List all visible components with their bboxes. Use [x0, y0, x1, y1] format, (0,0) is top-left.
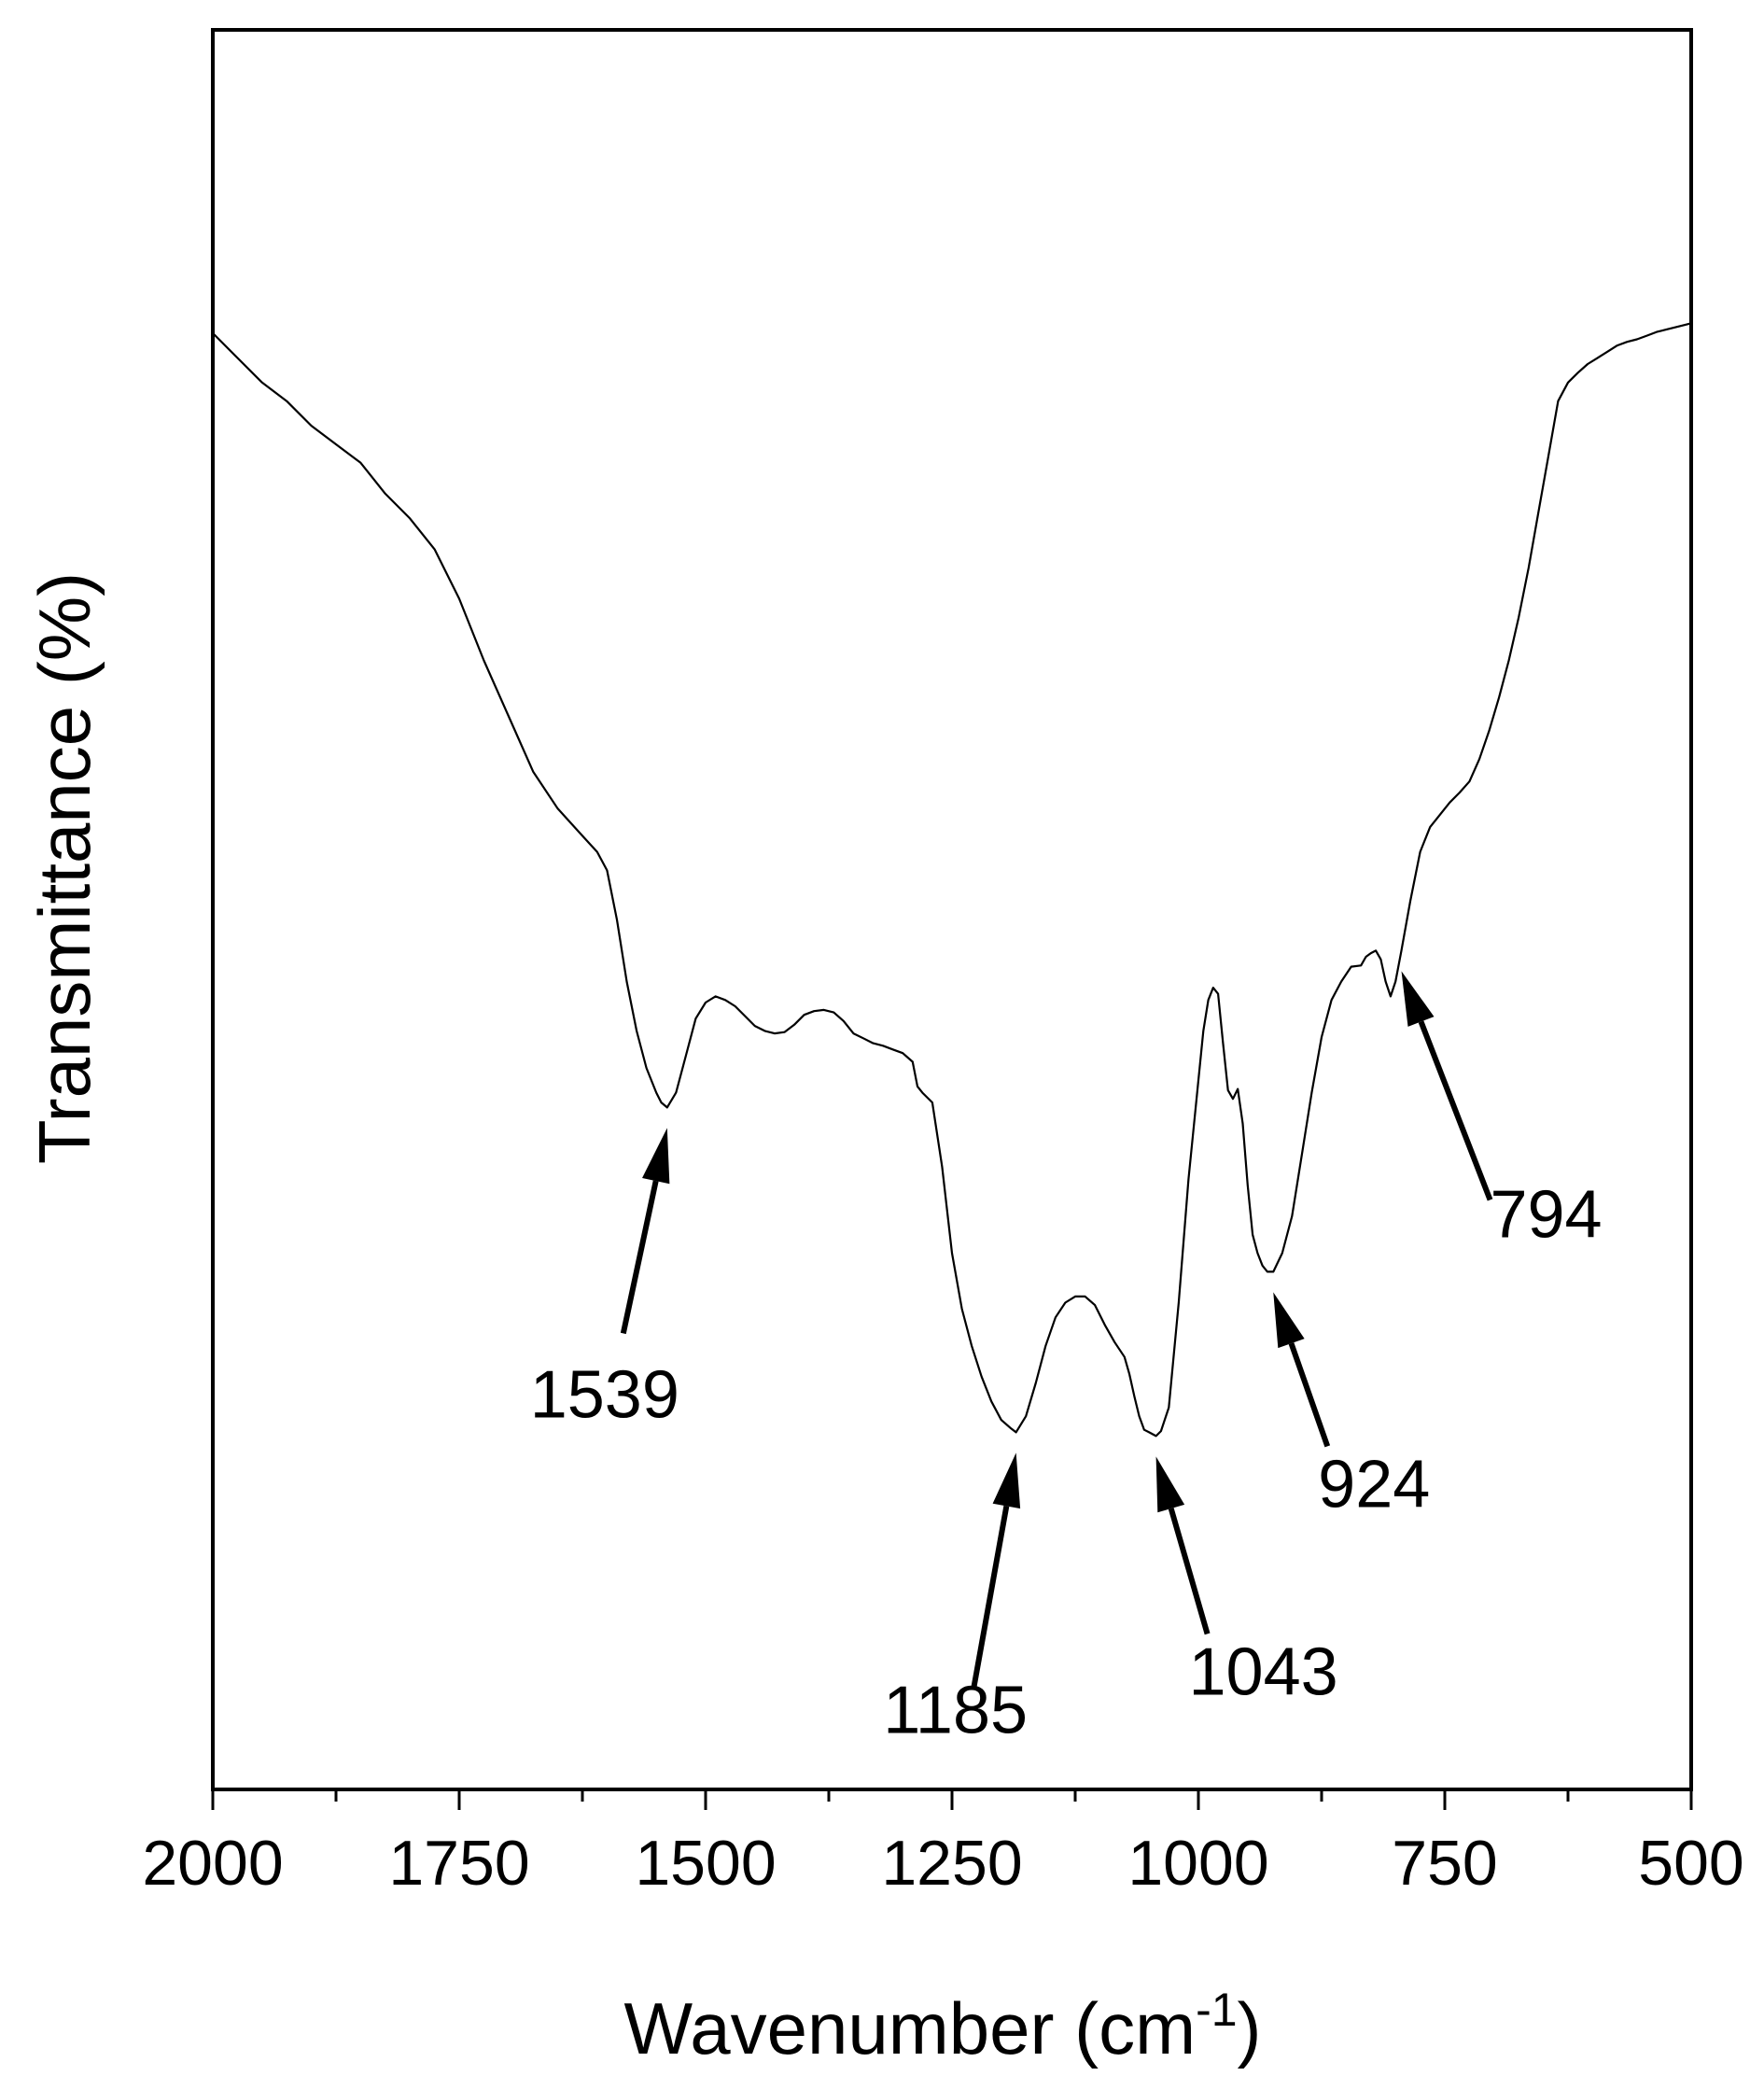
y-axis-title: Transmittance (%): [23, 572, 105, 1164]
peak-arrow-head: [1273, 1292, 1305, 1349]
peak-label: 924: [1318, 1447, 1430, 1522]
x-tick-label: 1500: [635, 1828, 776, 1899]
peak-arrow-head: [992, 1452, 1021, 1509]
x-axis: 2000 1750 1500 1250 1000 750 500: [142, 28, 1744, 1899]
peak-arrow-head: [1401, 971, 1435, 1027]
x-tick-label: 500: [1638, 1828, 1743, 1899]
peak-arrow-head: [642, 1128, 670, 1185]
x-axis-title-close: ): [1238, 1987, 1262, 2069]
x-axis-title: Wavenumber (cm-1): [623, 1984, 1261, 2069]
x-tick-label: 750: [1392, 1828, 1497, 1899]
x-axis-title-text: Wavenumber (cm: [623, 1987, 1196, 2069]
plot-area: [212, 322, 1692, 1438]
peak-label: 1185: [883, 1673, 1028, 1747]
peak-arrow-shaft: [1288, 1342, 1331, 1448]
peak-arrow-shaft: [1168, 1508, 1211, 1635]
peak-label: 1043: [1189, 1634, 1338, 1709]
x-tick-label: 1750: [388, 1828, 529, 1899]
peak-label: 1539: [530, 1357, 679, 1432]
spectrum-line: [212, 322, 1692, 1438]
peak-label: 794: [1490, 1177, 1602, 1252]
x-tick-label: 1000: [1127, 1828, 1268, 1899]
peak-arrow-shaft: [1418, 1020, 1493, 1201]
x-tick-label: 2000: [142, 1828, 283, 1899]
x-axis-title-superscript: -1: [1196, 1984, 1237, 2036]
peak-arrow-head: [1155, 1456, 1185, 1513]
peak-annotations: 1539 1185 1043 924 794: [530, 971, 1603, 1747]
peak-arrow-shaft: [620, 1180, 659, 1335]
peak-arrow-shaft: [971, 1505, 1010, 1687]
x-tick-label: 1250: [881, 1828, 1022, 1899]
